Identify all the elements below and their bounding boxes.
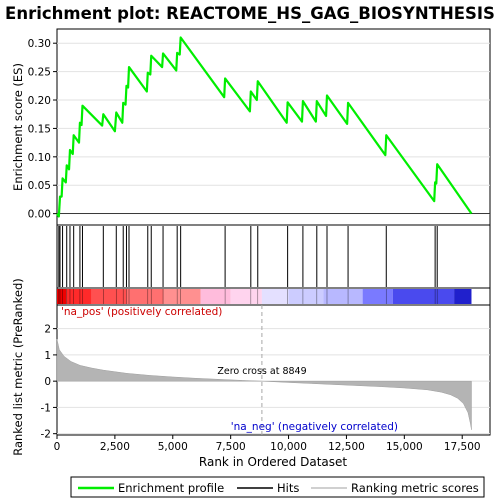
- legend-enrichment-label: Enrichment profile: [118, 481, 224, 495]
- x-tick-label: 7,500: [216, 441, 246, 453]
- ranked-heat-bar: [57, 289, 472, 304]
- enrichment-profile-line: [56, 36, 473, 218]
- es-y-axis-label: Enrichment score (ES): [11, 63, 25, 191]
- heat-bar-segment: [362, 289, 393, 304]
- legend-hits-label: Hits: [277, 481, 299, 495]
- heat-bar-segment: [57, 289, 67, 304]
- heat-bar-segment: [454, 289, 472, 304]
- hits-markers: [58, 226, 438, 287]
- x-tick-label: 0: [54, 441, 61, 453]
- rank-x-axis: 0 2,500 5,000 7,500 10,000 12,500 15,000 17,500: [54, 435, 481, 453]
- hits-panel-frame: [56, 224, 491, 289]
- metric-y-axis-label: Ranked list metric (PreRanked): [11, 278, 25, 456]
- x-tick-label: 15,000: [386, 441, 423, 453]
- chart-title: Enrichment plot: REACTOME_HS_GAG_BIOSYNT…: [5, 4, 495, 23]
- x-axis-label: Rank in Ordered Dataset: [199, 455, 347, 469]
- metric-y-tick-label: 1: [44, 350, 51, 362]
- legend-box: [70, 476, 485, 498]
- heat-bar-segment: [200, 289, 231, 304]
- metric-y-tick-label: -2: [41, 429, 51, 441]
- metric-y-tick-label: 2: [44, 324, 51, 336]
- metric-y-tick-label: 0: [44, 376, 51, 388]
- legend-metric-label: Ranking metric scores: [351, 481, 479, 495]
- heat-bar-segment: [392, 289, 455, 304]
- x-tick-label: 17,500: [444, 441, 481, 453]
- x-tick-label: 12,500: [328, 441, 365, 453]
- x-tick-label: 10,000: [270, 441, 307, 453]
- neg-correlated-label: 'na_neg' (negatively correlated): [231, 421, 398, 433]
- heat-bar-segment: [261, 289, 289, 304]
- heat-bar-segment: [163, 289, 201, 304]
- es-y-axis: 0.00 0.05 0.10 0.15 0.20 0.25 0.30: [28, 38, 57, 221]
- heat-bar-segment: [230, 289, 262, 304]
- es-panel-frame: [56, 28, 491, 226]
- ranking-metric-area: [56, 339, 472, 430]
- heat-bar-segment: [323, 289, 363, 304]
- es-y-tick-label: 0.20: [28, 95, 51, 107]
- es-y-tick-label: 0.10: [28, 152, 51, 164]
- metric-y-axis: -2 -1 0 1 2: [41, 324, 57, 441]
- heat-bar-segment: [91, 289, 127, 304]
- zero-cross-label: Zero cross at 8849: [217, 366, 306, 377]
- metric-panel-frame: [56, 304, 491, 436]
- es-y-tick-label: 0.05: [28, 180, 51, 192]
- es-y-tick-label: 0.25: [28, 67, 51, 79]
- x-tick-label: 2,500: [100, 441, 130, 453]
- es-y-tick-label: 0.00: [28, 209, 51, 221]
- es-y-tick-label: 0.15: [28, 123, 51, 135]
- es-y-tick-label: 0.30: [28, 38, 51, 50]
- heat-bar-segment: [126, 289, 164, 304]
- heat-bar-segment: [66, 289, 92, 304]
- metric-y-tick-label: -1: [41, 402, 51, 414]
- x-tick-label: 5,000: [158, 441, 188, 453]
- pos-correlated-label: 'na_pos' (positively correlated): [61, 306, 222, 318]
- heat-bar-segment: [288, 289, 324, 304]
